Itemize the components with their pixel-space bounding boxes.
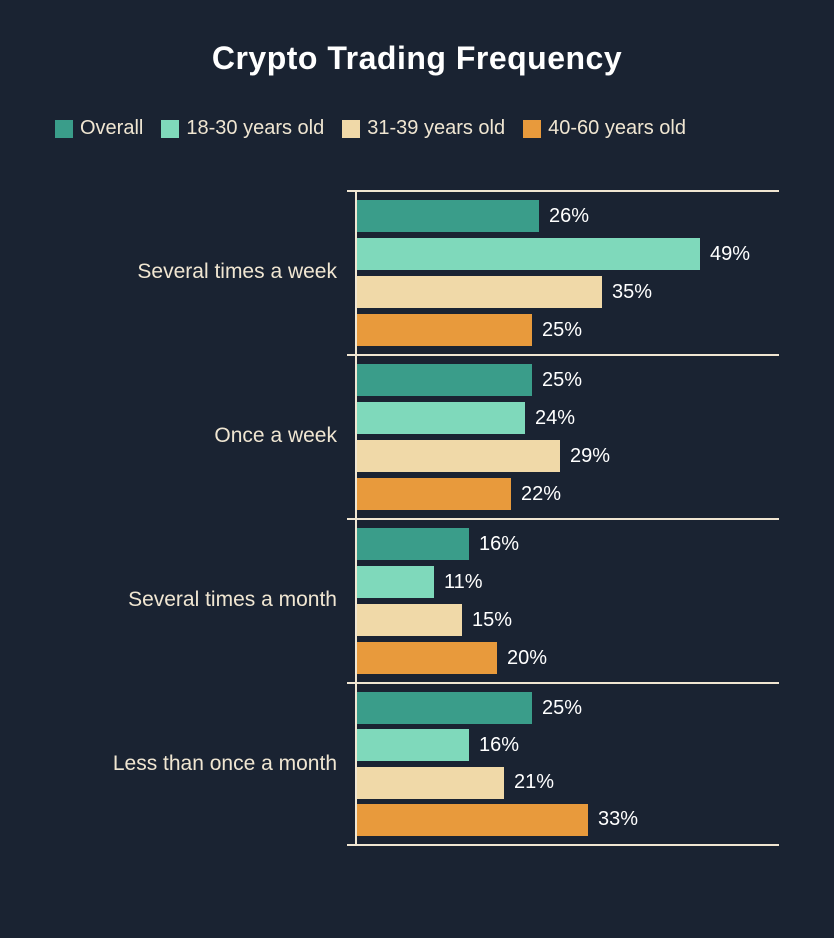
bar bbox=[357, 642, 497, 674]
bar-group: 25% 24% 29% 22% bbox=[355, 354, 779, 518]
bar bbox=[357, 566, 434, 598]
bar-row: 22% bbox=[357, 478, 779, 510]
legend-label: 18-30 years old bbox=[186, 117, 324, 140]
bar bbox=[357, 767, 504, 799]
bar bbox=[357, 276, 602, 308]
chart-title: Crypto Trading Frequency bbox=[55, 40, 779, 77]
bar-value-label: 22% bbox=[521, 483, 561, 506]
bar-value-label: 33% bbox=[598, 808, 638, 831]
legend-swatch bbox=[161, 120, 179, 138]
bar-value-label: 26% bbox=[549, 205, 589, 228]
category-label: Several times a week bbox=[55, 190, 355, 354]
bar-row: 35% bbox=[357, 276, 779, 308]
category-labels-column: Several times a weekOnce a weekSeveral t… bbox=[55, 190, 355, 846]
bar bbox=[357, 314, 532, 346]
bar-row: 16% bbox=[357, 729, 779, 761]
legend: Overall 18-30 years old 31-39 years old 40-… bbox=[55, 117, 779, 140]
bar-value-label: 16% bbox=[479, 734, 519, 757]
legend-item: 40-60 years old bbox=[523, 117, 686, 140]
bar bbox=[357, 200, 539, 232]
bar-row: 29% bbox=[357, 440, 779, 472]
legend-item: 18-30 years old bbox=[161, 117, 324, 140]
bar bbox=[357, 364, 532, 396]
chart-plot: Several times a weekOnce a weekSeveral t… bbox=[55, 190, 779, 846]
bar-value-label: 35% bbox=[612, 281, 652, 304]
bar-group: 16% 11% 15% 20% bbox=[355, 518, 779, 682]
bar-group: 25% 16% 21% 33% bbox=[355, 682, 779, 846]
bar bbox=[357, 729, 469, 761]
legend-label: Overall bbox=[80, 117, 143, 140]
bar bbox=[357, 402, 525, 434]
bar-value-label: 20% bbox=[507, 647, 547, 670]
bar-value-label: 15% bbox=[472, 609, 512, 632]
legend-swatch bbox=[342, 120, 360, 138]
chart-container: Crypto Trading Frequency Overall 18-30 ye… bbox=[0, 0, 834, 886]
bar-row: 25% bbox=[357, 692, 779, 724]
bars-column: 26% 49% 35% 25% 25% 24% 29% 22% 16% 11% 15% 20% 25% 1… bbox=[355, 190, 779, 846]
bar-row: 11% bbox=[357, 566, 779, 598]
bar-value-label: 25% bbox=[542, 319, 582, 342]
bar-row: 15% bbox=[357, 604, 779, 636]
category-label: Less than once a month bbox=[55, 682, 355, 846]
bar bbox=[357, 804, 588, 836]
bar-row: 33% bbox=[357, 804, 779, 836]
legend-swatch bbox=[55, 120, 73, 138]
bar bbox=[357, 528, 469, 560]
bar-row: 25% bbox=[357, 364, 779, 396]
bar bbox=[357, 238, 700, 270]
bar-row: 16% bbox=[357, 528, 779, 560]
bar-value-label: 25% bbox=[542, 697, 582, 720]
legend-swatch bbox=[523, 120, 541, 138]
legend-label: 31-39 years old bbox=[367, 117, 505, 140]
bar-value-label: 25% bbox=[542, 369, 582, 392]
category-label: Once a week bbox=[55, 354, 355, 518]
legend-item: Overall bbox=[55, 117, 143, 140]
category-label: Several times a month bbox=[55, 518, 355, 682]
legend-label: 40-60 years old bbox=[548, 117, 686, 140]
bar-value-label: 11% bbox=[444, 571, 483, 594]
bar-row: 20% bbox=[357, 642, 779, 674]
bar bbox=[357, 440, 560, 472]
bar-value-label: 24% bbox=[535, 407, 575, 430]
bar-value-label: 29% bbox=[570, 445, 610, 468]
bar-value-label: 49% bbox=[710, 243, 750, 266]
bar bbox=[357, 604, 462, 636]
bar-row: 21% bbox=[357, 767, 779, 799]
bar-group: 26% 49% 35% 25% bbox=[355, 190, 779, 354]
bar-row: 24% bbox=[357, 402, 779, 434]
bar-row: 26% bbox=[357, 200, 779, 232]
legend-item: 31-39 years old bbox=[342, 117, 505, 140]
bar bbox=[357, 692, 532, 724]
bar-row: 49% bbox=[357, 238, 779, 270]
bar bbox=[357, 478, 511, 510]
bar-row: 25% bbox=[357, 314, 779, 346]
bar-value-label: 21% bbox=[514, 771, 554, 794]
bar-value-label: 16% bbox=[479, 533, 519, 556]
